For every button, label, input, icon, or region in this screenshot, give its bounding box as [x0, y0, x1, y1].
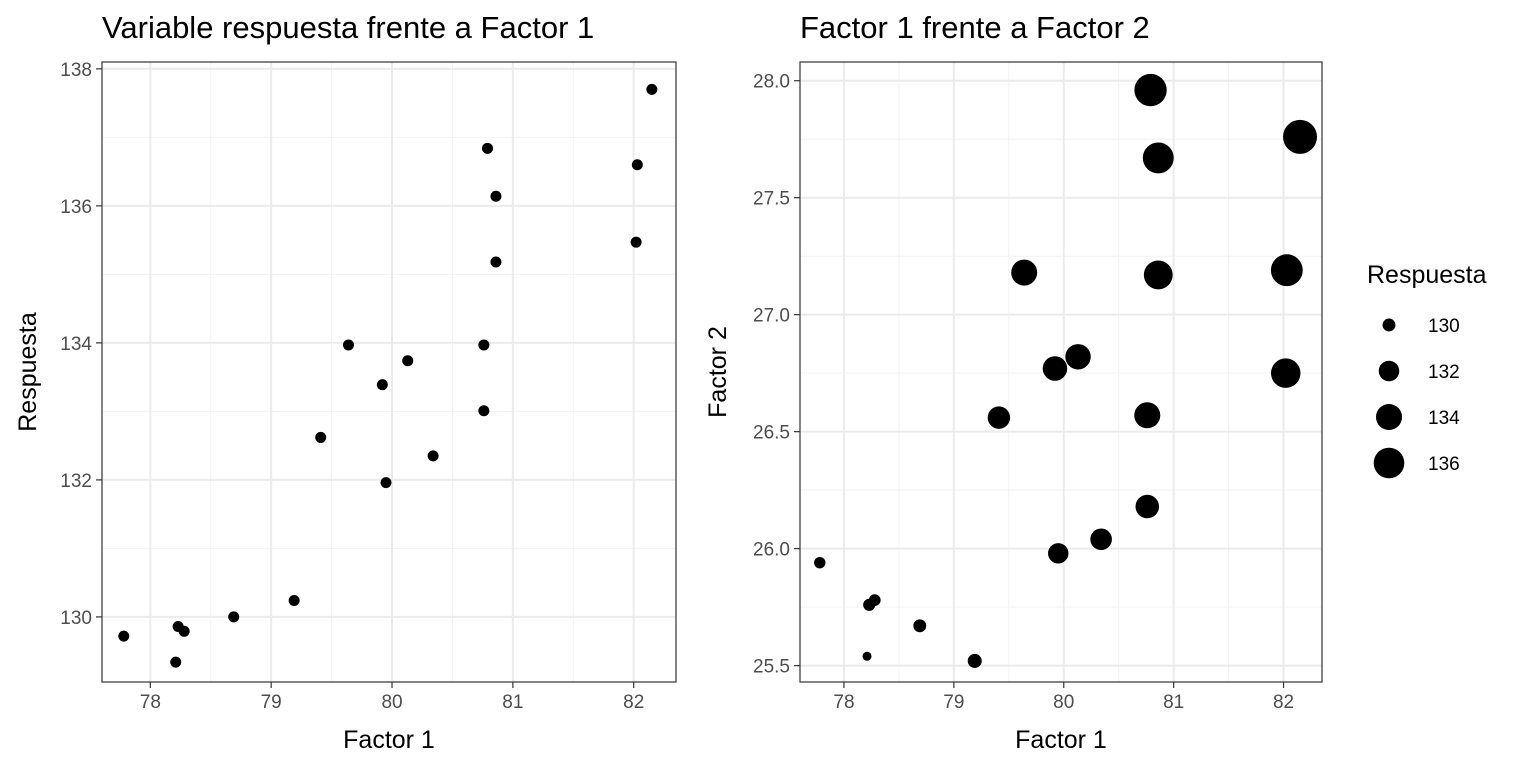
data-point — [490, 190, 502, 202]
chart-1-x-label: Factor 1 — [343, 726, 435, 754]
y-tick-label: 132 — [60, 471, 92, 492]
chart-2-title: Factor 1 frente a Factor 2 — [800, 10, 1150, 45]
data-point — [1270, 254, 1303, 287]
legend-title: Respuesta — [1367, 261, 1487, 289]
chart-factor1-vs-factor2: Factor 1 frente a Factor 2 78 79 80 81 82 25… — [704, 10, 1323, 754]
data-point — [1135, 494, 1160, 519]
data-point — [814, 556, 826, 569]
data-point — [1283, 119, 1318, 154]
x-tick-label: 78 — [833, 692, 854, 713]
data-point — [1011, 259, 1038, 286]
legend-key — [1373, 447, 1405, 479]
data-point — [1042, 356, 1068, 381]
y-tick-label: 136 — [60, 197, 92, 218]
legend-label: 130 — [1428, 316, 1460, 337]
chart-1-panel — [101, 61, 677, 683]
legend-items: 130 132 134 136 — [1373, 316, 1460, 479]
x-tick-label: 81 — [1163, 692, 1184, 713]
chart-2-x-axis: 78 79 80 81 82 — [833, 682, 1294, 713]
data-point — [1134, 402, 1161, 429]
size-legend: Respuesta 130 132 134 136 — [1367, 261, 1487, 479]
data-point — [967, 653, 982, 668]
y-tick-label: 26.5 — [753, 423, 790, 444]
x-tick-label: 79 — [943, 692, 964, 713]
x-tick-label: 81 — [502, 692, 523, 713]
data-point — [478, 339, 490, 351]
data-point — [1142, 142, 1174, 174]
y-tick-label: 26.0 — [753, 540, 790, 561]
data-point — [178, 625, 190, 637]
data-point — [490, 256, 502, 268]
x-tick-label: 78 — [140, 692, 161, 713]
data-point — [913, 619, 927, 633]
chart-1-title: Variable respuesta frente a Factor 1 — [102, 10, 594, 45]
data-point — [402, 355, 414, 367]
data-point — [228, 611, 240, 623]
y-tick-label: 130 — [60, 608, 92, 629]
y-tick-label: 134 — [60, 334, 92, 355]
x-tick-label: 82 — [1273, 692, 1294, 713]
chart-2-points — [814, 73, 1318, 668]
legend-key — [1382, 318, 1396, 332]
data-point — [481, 142, 493, 154]
data-point — [646, 83, 658, 95]
legend-key — [1375, 403, 1403, 431]
data-point — [478, 405, 490, 417]
chart-respuesta-vs-factor1: Variable respuesta frente a Factor 1 78 7… — [14, 10, 677, 754]
data-point — [1090, 528, 1112, 551]
data-point — [868, 594, 881, 607]
data-point — [315, 431, 327, 443]
data-point — [1048, 543, 1069, 564]
chart-2-x-label: Factor 1 — [1015, 726, 1107, 754]
data-point — [288, 594, 300, 606]
chart-2-y-axis: 25.5 26.0 26.5 27.0 27.5 28.0 — [753, 72, 800, 678]
chart-2-y-label: Factor 2 — [704, 326, 732, 418]
data-point — [376, 379, 388, 391]
data-point — [427, 450, 439, 462]
x-tick-label: 80 — [1053, 692, 1074, 713]
chart-2-panel — [799, 61, 1323, 683]
legend-label: 132 — [1428, 362, 1460, 383]
data-point — [380, 477, 392, 489]
data-point — [987, 406, 1011, 429]
data-point — [170, 656, 182, 668]
x-tick-label: 82 — [623, 692, 644, 713]
y-tick-label: 27.5 — [753, 189, 790, 210]
data-point — [631, 159, 643, 171]
legend-key — [1378, 360, 1400, 382]
data-point — [1065, 344, 1091, 370]
chart-1-x-axis: 78 79 80 81 82 — [140, 682, 644, 713]
y-tick-label: 25.5 — [753, 657, 790, 678]
data-point — [1134, 73, 1167, 107]
data-point — [118, 630, 130, 642]
x-tick-label: 79 — [261, 692, 282, 713]
y-tick-label: 27.0 — [753, 306, 790, 327]
chart-1-y-axis: 130 132 134 136 138 — [60, 60, 102, 629]
data-point — [630, 236, 642, 248]
legend-label: 136 — [1428, 454, 1460, 475]
chart-1-y-label: Respuesta — [14, 312, 42, 432]
data-point — [862, 651, 872, 661]
chart-1-points — [118, 83, 658, 668]
y-tick-label: 28.0 — [753, 72, 790, 93]
legend-label: 134 — [1428, 408, 1460, 429]
data-point — [1270, 358, 1301, 388]
y-tick-label: 138 — [60, 60, 92, 81]
data-point — [343, 339, 355, 351]
data-point — [1143, 260, 1173, 290]
x-tick-label: 80 — [381, 692, 402, 713]
